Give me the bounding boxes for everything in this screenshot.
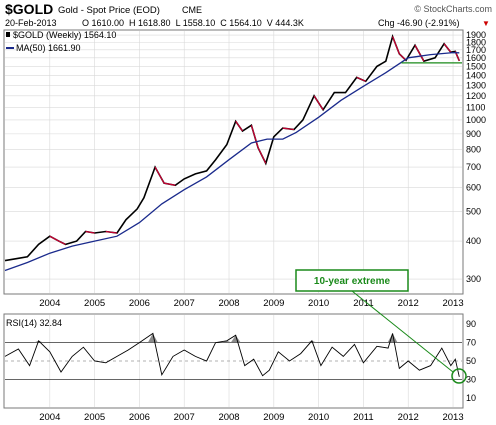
rsi-tick-label: 30 [466, 374, 476, 384]
price-tick-label: 1500 [466, 61, 486, 71]
price-down-segment [356, 76, 366, 82]
price-down-segment [443, 43, 452, 53]
annotation-label: 10-year extreme [314, 276, 391, 287]
price-down-segment [313, 95, 324, 111]
price-year-label: 2006 [129, 298, 150, 309]
rsi-legend: RSI(14) 32.84 [6, 318, 62, 328]
rsi-overbought-fill [230, 335, 241, 343]
price-down-segment [414, 44, 425, 62]
price-down-segment [282, 127, 295, 131]
instrument-name: Gold - Spot Price (EOD) [58, 5, 160, 16]
price-year-label: 2008 [218, 298, 239, 309]
copyright-label: © StockCharts.com [414, 4, 492, 14]
rsi-overbought-fill [147, 333, 158, 343]
price-year-label: 2010 [308, 298, 329, 309]
price-tick-label: 1600 [466, 53, 486, 63]
symbol-title: $GOLD [5, 1, 53, 17]
price-marks [4, 33, 462, 272]
price-legend: $GOLD (Weekly) 1564.10 MA(50) 1661.90 [6, 30, 116, 53]
price-down-segment [235, 120, 243, 132]
price-down-segment [398, 53, 407, 61]
rsi-year-label: 2005 [84, 412, 105, 423]
price-panel-frame [3, 29, 464, 295]
rsi-tick-label: 70 [466, 338, 476, 348]
rsi-year-label: 2004 [39, 412, 60, 423]
rsi-year-label: 2009 [263, 412, 284, 423]
rsi-year-label: 2011 [353, 412, 373, 423]
rsi-year-label: 2010 [308, 412, 329, 423]
price-down-segment [154, 166, 165, 184]
price-year-label: 2012 [398, 298, 419, 309]
rsi-marks [4, 332, 460, 377]
price-tick-label: 1300 [466, 80, 486, 90]
price-tick-label: 1800 [466, 37, 486, 47]
rsi-year-label: 2006 [129, 412, 150, 423]
rsi-series-line [4, 332, 460, 377]
price-down-segment [250, 125, 259, 148]
price-down-segment [58, 240, 66, 245]
price-tick-label: 1200 [466, 91, 486, 101]
price-year-label: 2009 [263, 298, 284, 309]
rsi-year-label: 2012 [398, 412, 419, 423]
price-tick-label: 1700 [466, 45, 486, 55]
annotation-circle [451, 368, 467, 384]
price-tick-label: 1400 [466, 70, 486, 80]
ma-series-line [4, 51, 460, 272]
rsi-year-label: 2013 [442, 412, 463, 423]
date-label: 20-Feb-2013 [5, 18, 57, 28]
price-year-label: 2007 [174, 298, 195, 309]
price-tick-label: 1000 [466, 115, 486, 125]
price-tick-label: 400 [466, 236, 481, 246]
ohlc-values: O 1610.00 H 1618.80 L 1558.10 C 1564.10 … [82, 18, 304, 28]
price-year-label: 2005 [84, 298, 105, 309]
exchange-label: CME [182, 5, 202, 15]
price-tick-label: 800 [466, 144, 481, 154]
price-legend-label: $GOLD (Weekly) 1564.10 [13, 30, 116, 40]
price-down-segment [163, 182, 176, 186]
price-down-segment [105, 230, 118, 234]
price-legend-swatch [6, 32, 10, 37]
price-tick-label: 1900 [466, 30, 486, 40]
price-tick-label: 1100 [466, 102, 485, 112]
price-down-segment [49, 235, 60, 242]
axis-labels: 300 400 500 600 700 800 900 1000 110012001300140… [39, 30, 486, 423]
ma-legend-label: MA(50) 1661.90 [16, 43, 81, 53]
price-tick-label: 300 [466, 274, 481, 284]
price-tick-label: 900 [466, 129, 481, 139]
rsi-overbought-fill [221, 340, 232, 343]
price-tick-label: 500 [466, 207, 481, 217]
price-down-segment [391, 36, 400, 54]
annotation-group: 10-year extreme [295, 269, 467, 384]
price-tick-label: 700 [466, 162, 481, 172]
rsi-year-label: 2007 [174, 412, 195, 423]
rsi-year-label: 2008 [218, 412, 239, 423]
price-year-label: 2004 [39, 298, 60, 309]
rsi-tick-label: 10 [466, 393, 476, 403]
price-year-label: 2011 [353, 298, 373, 309]
change-value: Chg -46.90 (-2.91%) [378, 18, 460, 28]
annotation-leader [351, 290, 454, 373]
rsi-legend-label: RSI(14) 32.84 [6, 318, 62, 328]
price-tick-label: 600 [466, 182, 481, 192]
price-down-segment [257, 147, 267, 164]
price-year-label: 2013 [442, 298, 463, 309]
change-down-icon: ▼ [482, 19, 490, 28]
rsi-tick-label: 50 [466, 356, 476, 366]
price-down-segment [85, 230, 95, 234]
rsi-tick-label: 90 [466, 319, 476, 329]
